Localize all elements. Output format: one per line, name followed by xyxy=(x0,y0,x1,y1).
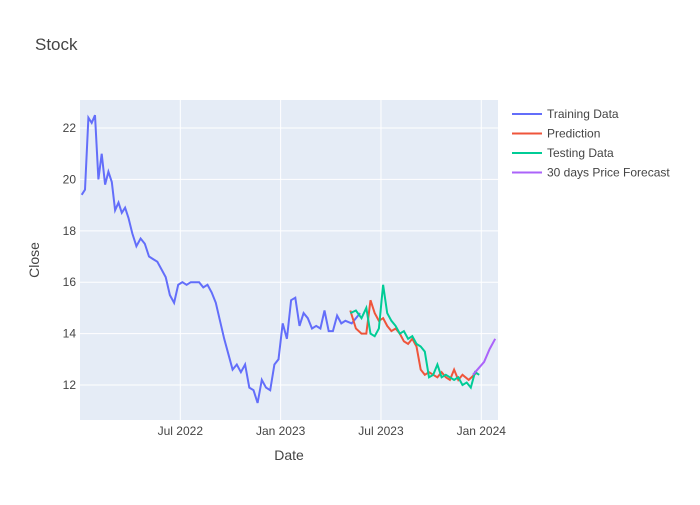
x-tick-label: Jan 2024 xyxy=(457,424,507,438)
x-axis-title: Date xyxy=(274,447,304,463)
plot-area xyxy=(80,100,498,420)
y-tick-label: 22 xyxy=(63,121,77,135)
y-tick-label: 12 xyxy=(63,378,77,392)
series-line xyxy=(349,284,480,390)
y-tick-label: 14 xyxy=(63,327,77,341)
y-axis-title: Close xyxy=(26,242,42,278)
legend-label: Training Data xyxy=(547,107,619,121)
legend-label: Testing Data xyxy=(547,146,614,160)
chart-title: Stock xyxy=(35,35,78,54)
y-tick-label: 18 xyxy=(63,224,77,238)
series-line xyxy=(349,299,478,382)
series-line xyxy=(472,338,497,376)
y-tick-label: 20 xyxy=(63,172,77,186)
x-tick-label: Jul 2023 xyxy=(358,424,404,438)
legend-label: 30 days Price Forecast xyxy=(547,166,670,180)
legend-label: Prediction xyxy=(547,127,600,141)
x-tick-label: Jan 2023 xyxy=(256,424,306,438)
y-tick-label: 16 xyxy=(63,275,77,289)
series-line xyxy=(80,114,361,404)
x-tick-label: Jul 2022 xyxy=(158,424,204,438)
